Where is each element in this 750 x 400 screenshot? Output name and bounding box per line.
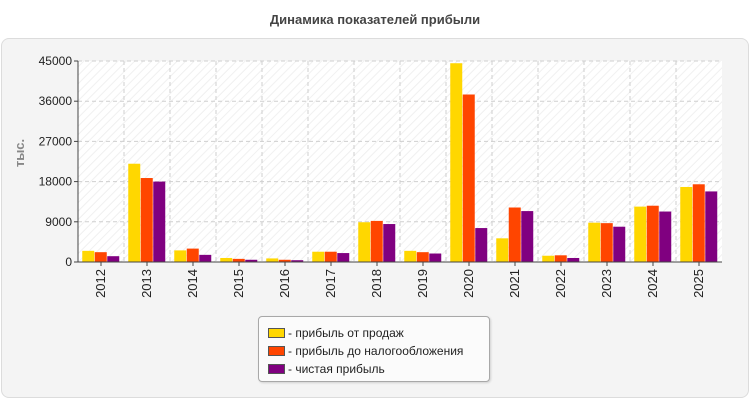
y-tick-label: 27000 <box>39 134 73 148</box>
legend-swatch <box>268 364 285 374</box>
legend-swatch <box>268 346 285 356</box>
legend-label: - чистая прибыль <box>288 362 385 376</box>
x-tick-label: 2025 <box>691 269 706 298</box>
bar-2023-series-2 <box>600 223 613 262</box>
bar-2021-series-2 <box>508 207 521 262</box>
chart-legend: - прибыль от продаж - прибыль до налогоо… <box>258 316 490 382</box>
bar-2015-series-3 <box>245 259 258 262</box>
legend-label: - прибыль от продаж <box>288 326 404 340</box>
legend-item-net-profit: - чистая прибыль <box>268 360 489 378</box>
bar-2022-series-3 <box>567 257 580 262</box>
bar-2019-series-1 <box>404 250 417 262</box>
axes <box>74 60 722 266</box>
chart-title: Динамика показателей прибыли <box>269 12 481 27</box>
bar-2022-series-1 <box>542 255 555 262</box>
legend-label: - прибыль до налогообложения <box>288 344 464 358</box>
bars <box>82 63 718 262</box>
bar-2012-series-3 <box>107 256 120 262</box>
bar-2018-series-1 <box>358 222 371 262</box>
bar-2016-series-3 <box>291 260 304 262</box>
bar-2016-series-2 <box>278 259 291 262</box>
x-tick-label: 2024 <box>645 269 660 298</box>
bar-2014-series-1 <box>174 250 187 262</box>
bar-2017-series-1 <box>312 251 325 262</box>
bar-2021-series-3 <box>521 211 534 262</box>
legend-swatch <box>268 328 285 338</box>
x-tick-label: 2012 <box>93 269 108 298</box>
bar-2017-series-2 <box>324 251 337 262</box>
bar-2012-series-1 <box>82 250 95 262</box>
bar-2015-series-2 <box>232 258 245 262</box>
x-tick-label: 2013 <box>139 269 154 298</box>
bar-2018-series-3 <box>383 224 396 262</box>
y-tick-label: 45000 <box>39 54 73 68</box>
bar-2020-series-3 <box>475 228 488 262</box>
bar-2015-series-1 <box>220 257 233 262</box>
x-tick-labels: 2012 2013 2014 2015 2016 2017 2018 2019 2020 2021… <box>93 269 706 298</box>
x-tick-label: 2023 <box>599 269 614 298</box>
bar-2023-series-3 <box>613 226 626 262</box>
legend-item-sales-profit: - прибыль от продаж <box>268 324 489 342</box>
x-tick-label: 2018 <box>369 269 384 298</box>
legend-item-pretax-profit: - прибыль до налогообложения <box>268 342 489 360</box>
bar-2014-series-2 <box>186 248 199 262</box>
bar-2016-series-1 <box>266 258 279 262</box>
grid-lines <box>78 60 722 262</box>
x-tick-label: 2019 <box>415 269 430 298</box>
bar-2019-series-2 <box>416 252 429 262</box>
y-axis-label: тыс. <box>12 139 27 167</box>
bar-2025-series-2 <box>692 184 705 262</box>
bar-2025-series-3 <box>705 191 718 262</box>
bar-2025-series-1 <box>680 186 693 262</box>
x-tick-label: 2021 <box>507 269 522 298</box>
bar-2024-series-2 <box>646 205 659 262</box>
bar-2023-series-1 <box>588 222 601 262</box>
bar-2024-series-3 <box>659 211 672 262</box>
bar-2013-series-2 <box>140 178 153 262</box>
x-tick-label: 2017 <box>323 269 338 298</box>
y-tick-label: 36000 <box>39 94 73 108</box>
x-tick-label: 2016 <box>277 269 292 298</box>
bar-2020-series-2 <box>462 94 475 262</box>
y-tick-label: 0 <box>65 255 72 269</box>
x-tick-label: 2015 <box>231 269 246 298</box>
x-tick-label: 2022 <box>553 269 568 298</box>
y-tick-label: 18000 <box>39 175 73 189</box>
bar-2021-series-1 <box>496 238 509 262</box>
bar-2013-series-1 <box>128 163 141 262</box>
bar-2019-series-3 <box>429 253 442 262</box>
x-tick-label: 2020 <box>461 269 476 298</box>
bar-2012-series-2 <box>94 252 107 262</box>
bar-2022-series-2 <box>554 255 567 262</box>
bar-2013-series-3 <box>153 181 166 262</box>
bar-2014-series-3 <box>199 254 212 262</box>
bar-2024-series-1 <box>634 206 647 262</box>
x-tick-label: 2014 <box>185 269 200 298</box>
bar-2017-series-3 <box>337 253 350 262</box>
y-tick-labels: 0 9000 18000 27000 36000 45000 <box>39 54 73 269</box>
y-tick-label: 9000 <box>45 215 72 229</box>
bar-2020-series-1 <box>450 63 463 262</box>
bar-2018-series-2 <box>370 220 383 262</box>
